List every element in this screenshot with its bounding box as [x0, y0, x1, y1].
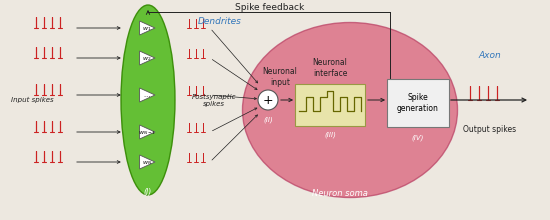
Text: $w_2$: $w_2$ — [142, 55, 152, 63]
Text: (IV): (IV) — [412, 135, 424, 141]
Text: $w_1$: $w_1$ — [142, 25, 152, 33]
Ellipse shape — [121, 5, 175, 195]
FancyBboxPatch shape — [387, 79, 449, 127]
Text: $w_N$: $w_N$ — [142, 159, 152, 167]
Circle shape — [258, 90, 278, 110]
Text: Output spikes: Output spikes — [464, 125, 516, 134]
Text: (III): (III) — [324, 132, 336, 138]
Text: $\cdots$: $\cdots$ — [143, 94, 151, 99]
Text: Axon: Axon — [478, 51, 502, 59]
Polygon shape — [140, 125, 155, 139]
Polygon shape — [140, 51, 155, 65]
Polygon shape — [140, 21, 155, 35]
Text: Neuronal
input: Neuronal input — [262, 67, 298, 87]
Text: +: + — [263, 95, 273, 108]
Text: $w_{N-1}$: $w_{N-1}$ — [138, 129, 156, 137]
Text: Dendrites: Dendrites — [198, 18, 242, 26]
Text: Postsynaptic
spikes: Postsynaptic spikes — [192, 94, 236, 106]
Text: Spike
generation: Spike generation — [397, 93, 439, 113]
Ellipse shape — [243, 22, 458, 198]
FancyBboxPatch shape — [295, 84, 365, 126]
Text: (I): (I) — [144, 187, 152, 196]
Polygon shape — [140, 88, 155, 102]
Text: Spike feedback: Spike feedback — [235, 4, 305, 13]
Text: Input spikes: Input spikes — [10, 97, 53, 103]
Text: Neuronal
interface: Neuronal interface — [312, 58, 348, 78]
Polygon shape — [140, 155, 155, 169]
Text: (II): (II) — [263, 117, 273, 123]
Text: Neuron soma: Neuron soma — [312, 189, 368, 198]
